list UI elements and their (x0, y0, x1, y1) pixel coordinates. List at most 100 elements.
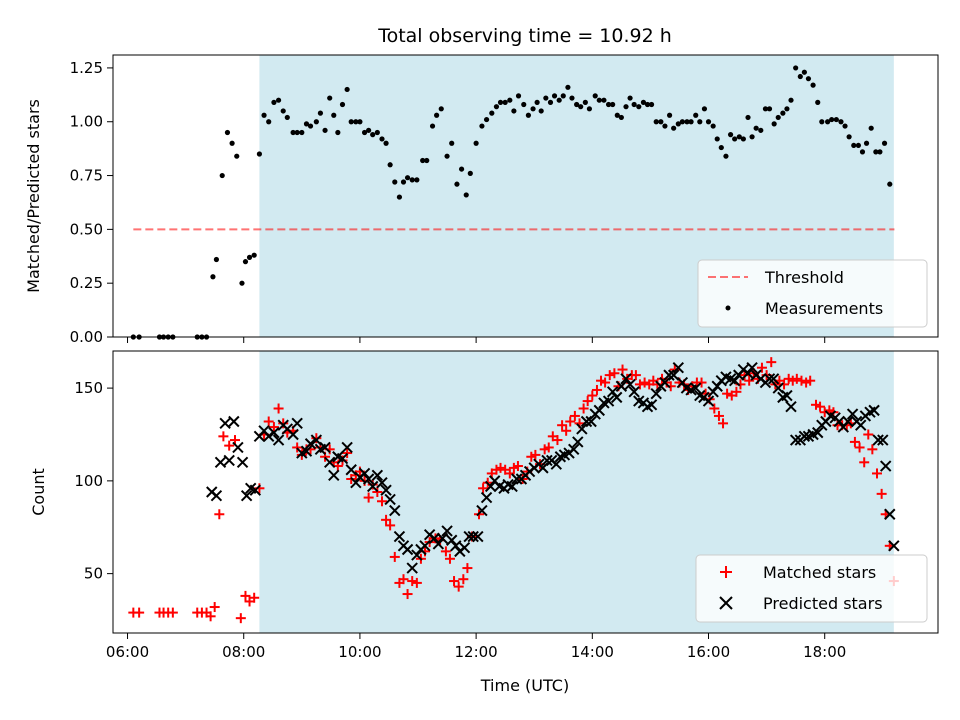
measurement-point (679, 119, 685, 125)
matched-star-point (372, 487, 383, 497)
predicted-star-point (781, 389, 793, 402)
predicted-star-point (328, 469, 340, 482)
predicted-star-point (262, 430, 275, 443)
predicted-star-point (371, 469, 384, 482)
bottom-plot-frame (112, 350, 939, 634)
matched-star-point (224, 440, 235, 451)
predicted-star-point (380, 484, 392, 496)
measurement-point (294, 129, 300, 136)
measurement-point (762, 106, 769, 112)
predicted-star-point (872, 434, 884, 446)
measurement-point (671, 125, 677, 131)
measurement-point (444, 153, 450, 159)
top-y-axis-label: Matched/Predicted stars (24, 99, 43, 293)
measurement-point (574, 101, 580, 108)
measurement-point (648, 101, 655, 108)
measurement-point (307, 123, 314, 129)
measurement-point (420, 157, 426, 164)
measurement-point (640, 99, 647, 105)
matched-star-point (268, 422, 279, 433)
measurement-point (569, 95, 575, 101)
x-tick-label: 08:00 (222, 643, 265, 661)
matched-star-point (796, 375, 807, 386)
predicted-star-point (463, 530, 475, 543)
measurement-point (348, 119, 354, 125)
matched-star-point (292, 442, 303, 453)
measurement-point (256, 151, 263, 157)
measurement-point (458, 166, 465, 172)
legend-matched-label: Matched stars (763, 563, 876, 582)
legend-predicted-swatch (719, 596, 733, 610)
measurement-point (718, 144, 724, 151)
predicted-star-point (798, 430, 811, 443)
top-x-ticks (127, 337, 826, 343)
measurement-point (414, 177, 420, 183)
predicted-star-point (362, 473, 375, 485)
matched-star-point (871, 468, 882, 479)
matched-star-point (609, 368, 620, 379)
measurement-point (551, 93, 558, 99)
measurement-point (623, 104, 629, 110)
x-tick-label: 16:00 (687, 643, 730, 661)
measurement-point (246, 254, 253, 260)
predicted-star-point (585, 415, 597, 428)
matched-star-point (756, 362, 767, 373)
matched-star-point (582, 396, 593, 407)
measurement-point (688, 119, 694, 125)
measurement-point (387, 162, 393, 168)
predicted-star-point (650, 387, 662, 400)
measurement-point (565, 84, 571, 90)
matched-star-point (462, 563, 473, 574)
y-tick-label: 1.25 (70, 59, 103, 77)
measurement-point (429, 123, 436, 129)
matched-star-point (791, 373, 802, 384)
measurement-point (887, 181, 893, 187)
measurement-point (543, 95, 549, 101)
measurement-point (662, 123, 668, 129)
measurement-point (534, 99, 540, 105)
measurement-point (266, 119, 272, 125)
predicted-star-point (880, 460, 892, 472)
measurement-point (784, 106, 790, 112)
matched-star-point (863, 429, 874, 440)
predicted-star-point (272, 434, 285, 446)
measurement-point (578, 104, 584, 110)
measurement-point (219, 172, 225, 179)
matched-star-point (859, 457, 870, 468)
matched-star-point (530, 449, 541, 460)
measurement-point (454, 181, 460, 187)
matched-star-point (815, 401, 826, 412)
measurement-point (560, 93, 566, 99)
counts-panel: 50 100 150 06:00 08:00 10:00 12:00 14:00 16:00 1… (29, 350, 939, 695)
predicted-star-point (432, 538, 445, 550)
x-tick-label: 18:00 (803, 643, 846, 661)
measurement-point (424, 157, 430, 164)
predicted-star-point (450, 540, 462, 552)
matched-star-point (381, 514, 392, 525)
measurement-point (701, 106, 708, 112)
predicted-star-point (232, 441, 244, 454)
predicted-star-point (441, 525, 453, 537)
measurement-point (684, 119, 690, 125)
measurement-point (434, 112, 440, 118)
figure-title: Total observing time = 10.92 h (377, 25, 672, 47)
measurement-point (749, 134, 755, 140)
matched-star-point (449, 576, 460, 587)
matched-star-point (652, 379, 663, 390)
measurement-point (833, 116, 839, 123)
matched-star-point (240, 590, 251, 601)
measurement-point (317, 110, 324, 116)
measurement-point (374, 129, 380, 136)
predicted-star-point (550, 458, 562, 470)
measurement-point (229, 140, 235, 146)
matched-star-point (578, 403, 589, 414)
predicted-star-point (393, 530, 406, 543)
predicted-star-point (868, 404, 880, 417)
measurement-point (463, 192, 469, 198)
measurement-point (521, 101, 527, 108)
matched-star-point (249, 592, 260, 603)
measurement-point (366, 127, 372, 133)
measurement-point (819, 119, 825, 125)
measurement-point (331, 112, 337, 118)
measurement-point (313, 119, 319, 125)
